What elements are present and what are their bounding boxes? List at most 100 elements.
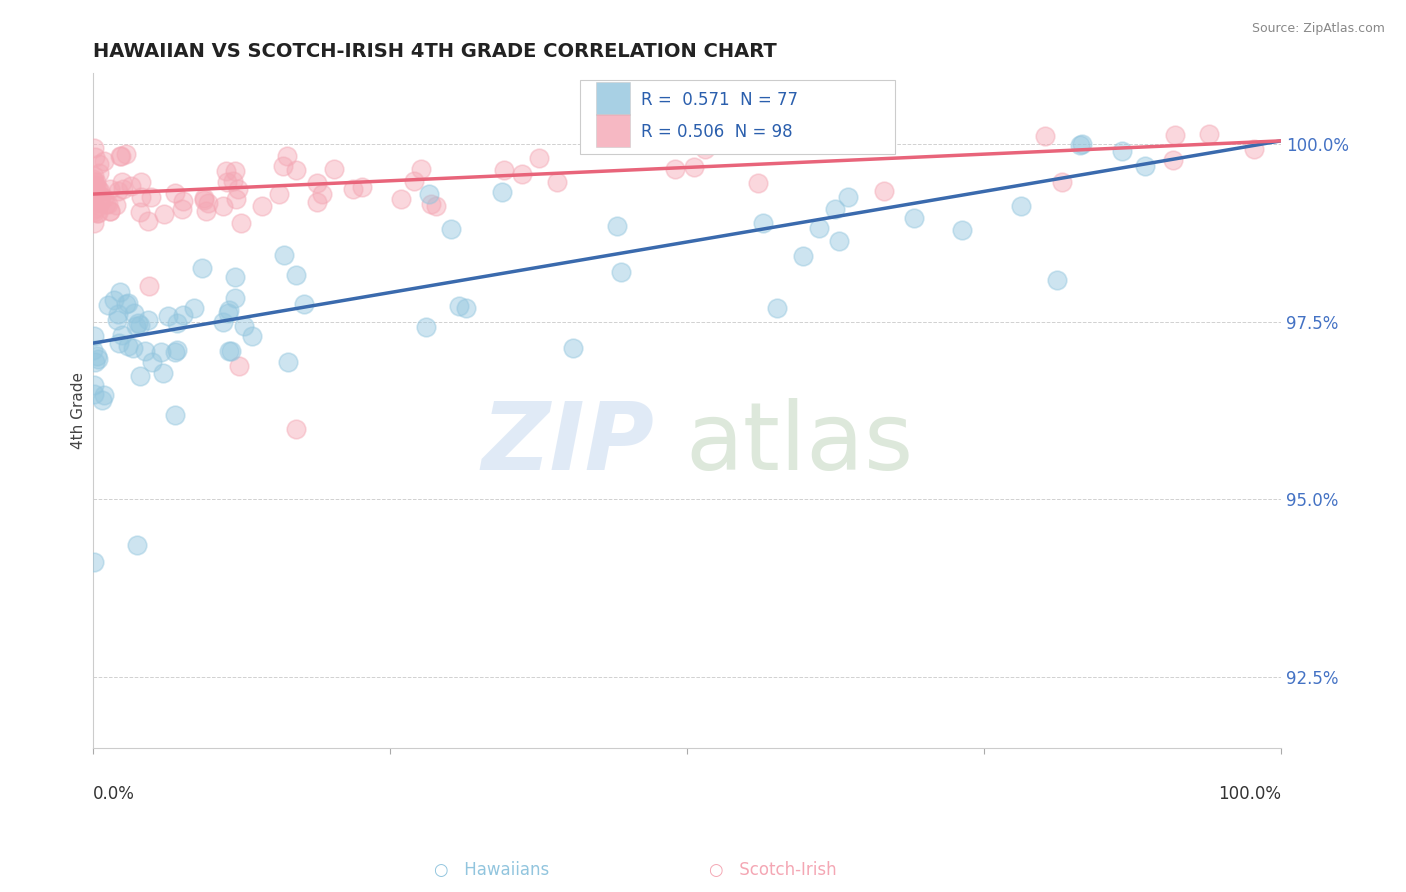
Point (83, 328, 105, 343)
Point (90, 189, 112, 203)
Point (83, 205, 105, 219)
Point (94, 197, 117, 211)
Point (402, 174, 425, 188)
Point (224, 164, 246, 178)
Point (269, 186, 291, 201)
Point (97, 196, 120, 211)
Text: ○   Hawaiians: ○ Hawaiians (434, 861, 550, 879)
Point (87, 182, 110, 196)
Point (117, 296, 139, 310)
Point (138, 278, 160, 293)
Point (93, 191, 115, 205)
Point (294, 297, 316, 311)
Point (89, 184, 111, 198)
Point (510, 168, 533, 182)
Point (136, 214, 159, 228)
Point (90, 393, 112, 408)
Point (156, 309, 179, 323)
Text: ZIP: ZIP (482, 398, 655, 491)
Point (225, 192, 247, 206)
Point (1164, 128, 1187, 142)
Point (752, 216, 775, 230)
Point (170, 202, 193, 216)
Point (163, 186, 186, 200)
Point (83, 169, 105, 184)
Point (305, 176, 328, 190)
Text: 0.0%: 0.0% (93, 785, 135, 803)
Point (1069, 138, 1091, 153)
Point (903, 211, 925, 225)
Point (138, 313, 160, 327)
Point (415, 320, 437, 334)
Point (107, 307, 129, 321)
Point (350, 180, 373, 194)
Point (610, 265, 633, 279)
FancyBboxPatch shape (581, 80, 896, 154)
Point (682, 160, 704, 174)
Point (754, 129, 776, 144)
Point (271, 159, 294, 173)
Text: R =  0.571  N = 77: R = 0.571 N = 77 (641, 91, 797, 110)
Point (86, 350, 108, 364)
Point (97, 298, 120, 312)
Point (111, 175, 134, 189)
Point (197, 195, 219, 210)
Point (285, 422, 308, 436)
Point (409, 161, 432, 176)
Point (218, 303, 240, 318)
Point (117, 339, 139, 353)
Point (527, 151, 550, 165)
Point (1161, 153, 1184, 167)
Point (664, 161, 686, 176)
Point (141, 355, 163, 369)
Text: atlas: atlas (686, 398, 914, 491)
Point (766, 301, 789, 315)
Point (193, 191, 215, 205)
Text: HAWAIIAN VS SCOTCH-IRISH 4TH GRADE CORRELATION CHART: HAWAIIAN VS SCOTCH-IRISH 4TH GRADE CORRE… (93, 42, 778, 61)
Point (82, 184, 104, 198)
Point (224, 291, 246, 305)
Point (824, 202, 846, 217)
Point (104, 198, 127, 212)
Point (1133, 159, 1156, 173)
FancyBboxPatch shape (596, 114, 630, 147)
Point (108, 335, 131, 350)
Point (1046, 273, 1069, 287)
Point (83, 554, 105, 568)
Point (228, 359, 250, 373)
Text: Source: ZipAtlas.com: Source: ZipAtlas.com (1251, 22, 1385, 36)
Point (792, 249, 814, 263)
Point (83, 177, 105, 191)
Point (127, 316, 149, 330)
Point (84, 150, 107, 164)
Point (950, 222, 973, 236)
Point (125, 538, 148, 552)
Text: R = 0.506  N = 98: R = 0.506 N = 98 (641, 123, 793, 141)
Point (447, 299, 470, 313)
Point (440, 222, 463, 236)
Point (195, 203, 218, 218)
Point (219, 344, 242, 359)
Point (84, 179, 107, 194)
Point (83, 175, 105, 189)
Point (105, 313, 128, 327)
Point (87, 166, 110, 180)
Point (89, 195, 111, 210)
FancyBboxPatch shape (596, 82, 630, 115)
Point (1243, 143, 1265, 157)
Point (1071, 137, 1094, 152)
Point (84, 175, 107, 189)
Point (82, 190, 104, 204)
Point (82, 179, 104, 194)
Point (83, 355, 105, 369)
Point (129, 175, 152, 189)
Point (217, 306, 239, 320)
Point (82, 197, 104, 211)
Point (98, 204, 121, 219)
Point (93, 153, 115, 168)
Point (492, 162, 515, 177)
Point (285, 163, 308, 178)
Point (277, 355, 299, 369)
Point (82, 343, 104, 358)
Point (122, 306, 145, 320)
